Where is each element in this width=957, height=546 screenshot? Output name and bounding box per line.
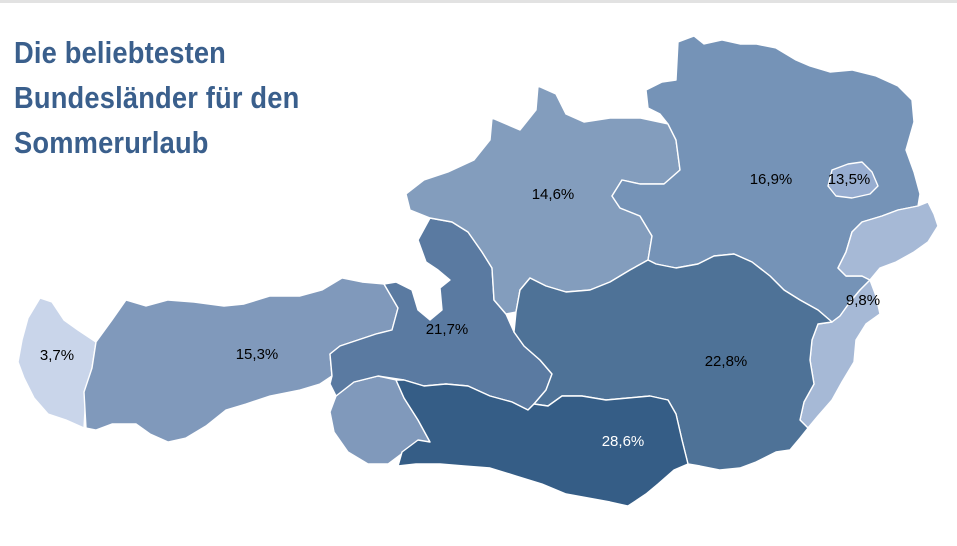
region-kaernten <box>395 379 689 507</box>
label-wien: 13,5% <box>828 171 871 188</box>
top-border <box>0 0 957 3</box>
title-line-2: Bundesländer für den <box>14 80 300 115</box>
label-vorarlberg: 3,7% <box>40 347 74 364</box>
label-oberoesterreich: 14,6% <box>532 186 575 203</box>
label-kaernten: 28,6% <box>602 433 645 450</box>
title-line-1: Die beliebtesten <box>14 35 227 70</box>
title-line-3: Sommerurlaub <box>14 125 209 160</box>
label-tirol: 15,3% <box>236 346 279 363</box>
map-title: Die beliebtesten Bundesländer für den So… <box>14 30 331 165</box>
label-niederoesterreich: 16,9% <box>750 171 793 188</box>
label-salzburg: 21,7% <box>426 321 469 338</box>
region-vorarlberg <box>17 297 97 429</box>
region-wien <box>827 161 879 199</box>
label-burgenland: 9,8% <box>846 292 880 309</box>
label-steiermark: 22,8% <box>705 353 748 370</box>
